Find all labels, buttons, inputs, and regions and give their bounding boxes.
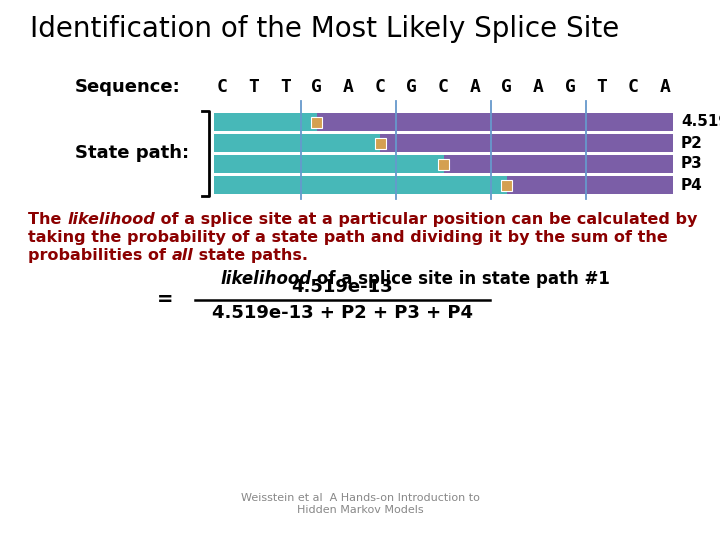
Text: T: T — [280, 78, 291, 96]
Bar — [312, 117, 323, 127]
Bar — [317, 113, 673, 131]
Text: The: The — [28, 212, 67, 227]
Text: P2: P2 — [681, 136, 703, 151]
Text: C: C — [438, 78, 449, 96]
Text: P3: P3 — [681, 157, 703, 172]
Text: state paths.: state paths. — [194, 248, 308, 263]
Bar — [380, 134, 673, 152]
Text: G: G — [312, 78, 323, 96]
Text: probabilities of: probabilities of — [28, 248, 171, 263]
Text: C: C — [375, 78, 386, 96]
Text: G: G — [564, 78, 575, 96]
Bar — [374, 138, 386, 148]
Text: Identification of the Most Likely Splice Site: Identification of the Most Likely Splice… — [30, 15, 619, 43]
Text: of a splice site at a particular position can be calculated by: of a splice site at a particular positio… — [155, 212, 697, 227]
Bar — [444, 155, 673, 173]
Text: of a splice site in state path #1: of a splice site in state path #1 — [311, 270, 610, 288]
Text: State path:: State path: — [75, 145, 189, 163]
Text: C: C — [628, 78, 639, 96]
Bar — [214, 155, 444, 173]
Text: all: all — [171, 248, 194, 263]
Text: T: T — [596, 78, 607, 96]
Text: Weisstein et al  A Hands-on Introduction to
Hidden Markov Models: Weisstein et al A Hands-on Introduction … — [240, 494, 480, 515]
Bar — [214, 113, 317, 131]
Bar — [214, 176, 507, 194]
Text: G: G — [501, 78, 512, 96]
Text: likelihood: likelihood — [67, 212, 155, 227]
Bar — [438, 159, 449, 170]
Text: 4.519e-13 + P2 + P3 + P4: 4.519e-13 + P2 + P3 + P4 — [212, 304, 473, 322]
Text: A: A — [533, 78, 544, 96]
Text: G: G — [406, 78, 418, 96]
Text: C: C — [217, 78, 228, 96]
Bar — [507, 176, 673, 194]
Text: A: A — [660, 78, 670, 96]
Text: A: A — [469, 78, 480, 96]
Text: taking the probability of a state path and dividing it by the sum of the: taking the probability of a state path a… — [28, 230, 667, 245]
Text: P4: P4 — [681, 178, 703, 192]
Text: 4.519e-13: 4.519e-13 — [681, 114, 720, 130]
Text: likelihood: likelihood — [220, 270, 311, 288]
Text: Sequence:: Sequence: — [75, 78, 181, 96]
Bar — [501, 179, 513, 191]
Text: 4.519e-13: 4.519e-13 — [292, 278, 393, 296]
Text: =: = — [157, 291, 174, 309]
Text: A: A — [343, 78, 354, 96]
Text: T: T — [248, 78, 259, 96]
Bar — [214, 134, 380, 152]
